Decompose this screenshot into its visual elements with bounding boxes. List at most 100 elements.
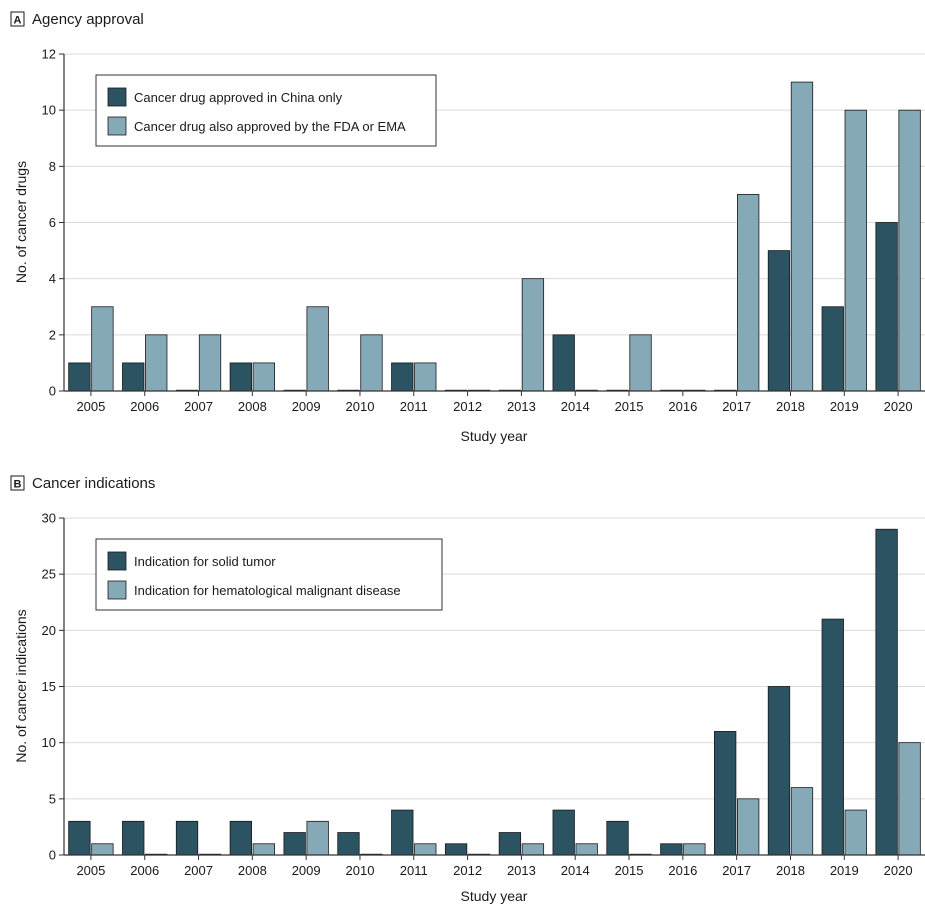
panel-b-bar-2011-series-1 bbox=[391, 809, 414, 856]
panel-a-x-tick-label-2019: 2019 bbox=[830, 399, 859, 414]
panel-b-legend: Indication for solid tumor Indication fo… bbox=[95, 538, 443, 611]
panel-a-y-tick-label: 6 bbox=[49, 215, 56, 230]
panel-b-x-axis-label: Study year bbox=[461, 888, 528, 904]
panel-b-bar-2009-series-2 bbox=[306, 820, 329, 856]
panel-a-y-tick-label: 0 bbox=[49, 384, 56, 399]
panel-a-x-tick-label-2015: 2015 bbox=[615, 399, 644, 414]
panel-b-bar-2017-series-2 bbox=[737, 798, 760, 856]
panel-b-bar-2005-series-1 bbox=[68, 820, 91, 856]
panel-a-x-tick-label-2017: 2017 bbox=[722, 399, 751, 414]
panel-b-letter-box bbox=[10, 475, 25, 491]
panel-b-x-tick-label-2020: 2020 bbox=[884, 863, 913, 878]
panel-b-plot-area: 0 5 10 15 20 25 30 2005 2006 2007 2008 2009 2010 2011… bbox=[42, 511, 925, 878]
panel-a-x-tick-label-2020: 2020 bbox=[884, 399, 913, 414]
panel-a-letter-box bbox=[10, 11, 25, 27]
panel-b-bar-2005-series-2 bbox=[91, 843, 114, 856]
panel-a-x-tick-label-2016: 2016 bbox=[668, 399, 697, 414]
panel-a-bar-2006-series-2 bbox=[145, 334, 168, 392]
panel-b-x-tick-label-2007: 2007 bbox=[184, 863, 213, 878]
panel-b-y-axis-label: No. of cancer indications bbox=[13, 609, 29, 762]
panel-a-bar-2009-series-2 bbox=[306, 306, 329, 392]
panel-a-y-tick-label: 8 bbox=[49, 159, 56, 174]
panel-b-bar-2019-series-1 bbox=[821, 618, 844, 856]
panel-a-y-axis-label: No. of cancer drugs bbox=[13, 161, 29, 283]
panel-b-bar-2007-series-1 bbox=[175, 820, 199, 856]
panel-a-bar-2019-series-2 bbox=[844, 109, 867, 392]
panel-b-x-tick-label-2014: 2014 bbox=[561, 863, 590, 878]
panel-b-title: Cancer indications bbox=[32, 475, 155, 492]
panel-a-x-tick-label-2008: 2008 bbox=[238, 399, 267, 414]
panel-b-bar-2018-series-1 bbox=[767, 686, 791, 856]
panel-b-x-tick-label-2005: 2005 bbox=[76, 863, 105, 878]
panel-b-bar-2019-series-2 bbox=[844, 809, 867, 856]
panel-b-bar-2008-series-1 bbox=[229, 820, 252, 856]
panel-b-bar-2010-series-1 bbox=[337, 832, 360, 856]
panel-a-x-tick-label-2007: 2007 bbox=[184, 399, 213, 414]
panel-a-legend-swatch-fda-ema bbox=[107, 116, 127, 136]
panel-b-x-tick-label-2013: 2013 bbox=[507, 863, 536, 878]
panel-b-bar-2006-series-1 bbox=[122, 820, 145, 856]
panel-b-bar-2020-series-1 bbox=[875, 528, 898, 856]
panel-a-bar-2010-series-2 bbox=[360, 334, 383, 392]
panel-b-x-tick-label-2019: 2019 bbox=[830, 863, 859, 878]
panel-a-bar-2008-series-2 bbox=[252, 362, 275, 392]
panel-b-bar-2015-series-1 bbox=[606, 820, 629, 856]
panel-a-bar-2005-series-2 bbox=[91, 306, 114, 392]
panel-b-bar-2014-series-2 bbox=[575, 843, 598, 856]
panel-b-bar-2016-series-2 bbox=[683, 843, 706, 856]
panel-b-x-tick-label-2012: 2012 bbox=[453, 863, 482, 878]
panel-b-bar-2020-series-2 bbox=[898, 742, 921, 856]
panel-a-x-axis-label: Study year bbox=[461, 428, 528, 444]
panel-a-bar-2013-series-2 bbox=[521, 278, 545, 392]
panel-a-title: Agency approval bbox=[32, 11, 144, 28]
panel-a-bar-2005-series-1 bbox=[68, 362, 91, 392]
panel-a-legend: Cancer drug approved in China only Cance… bbox=[95, 74, 437, 147]
panel-a-x-tick-label-2009: 2009 bbox=[292, 399, 321, 414]
panel-b-legend-frame bbox=[95, 538, 443, 611]
panel-a-bar-2018-series-2 bbox=[790, 81, 814, 392]
panel-a-x-tick-label-2018: 2018 bbox=[776, 399, 805, 414]
panel-a-x-tick-label-2012: 2012 bbox=[453, 399, 482, 414]
panel-a-bar-2020-series-1 bbox=[875, 222, 898, 392]
panel-a-x-tick-label-2006: 2006 bbox=[130, 399, 159, 414]
panel-a-legend-frame bbox=[95, 74, 437, 147]
panel-a-bar-2011-series-2 bbox=[414, 362, 437, 392]
panel-a-y-tick-label: 4 bbox=[49, 271, 56, 286]
panel-a-letter: A bbox=[14, 15, 22, 27]
panel-b-legend-label-solid-tumor: Indication for solid tumor bbox=[134, 554, 276, 569]
panel-b-bar-2014-series-1 bbox=[552, 809, 575, 856]
panel-b-y-tick-label: 30 bbox=[42, 511, 56, 526]
panel-b-x-tick-label-2011: 2011 bbox=[400, 863, 428, 878]
panel-a-y-tick-label: 12 bbox=[42, 47, 56, 62]
panel-a-bar-2017-series-2 bbox=[737, 194, 760, 392]
panel-a-legend-label-fda-ema: Cancer drug also approved by the FDA or … bbox=[134, 119, 406, 134]
panel-b-x-tick-label-2015: 2015 bbox=[615, 863, 644, 878]
panel-b-bar-2018-series-2 bbox=[790, 787, 814, 856]
panel-b-y-tick-label: 15 bbox=[42, 679, 56, 694]
panel-b-x-tick-label-2018: 2018 bbox=[776, 863, 805, 878]
panel-a-bar-2018-series-1 bbox=[767, 250, 791, 392]
panel-b-y-tick-label: 5 bbox=[49, 791, 56, 806]
panel-b-bar-2013-series-1 bbox=[498, 832, 522, 856]
panel-a-y-tick-label: 2 bbox=[49, 327, 56, 342]
panel-b-x-tick-label-2008: 2008 bbox=[238, 863, 267, 878]
panel-a-y-tick-label: 10 bbox=[42, 103, 56, 118]
panel-a-bar-2006-series-1 bbox=[122, 362, 145, 392]
panel-a-x-tick-label-2005: 2005 bbox=[76, 399, 105, 414]
panel-b-bar-2013-series-2 bbox=[521, 843, 545, 856]
panel-b-bar-2011-series-2 bbox=[414, 843, 437, 856]
panel-a-plot-area: 0 2 4 6 8 10 12 2005 2006 2007 2008 2009 2010 2011 201… bbox=[42, 47, 925, 414]
panel-a-x-tick-label-2011: 2011 bbox=[400, 399, 428, 414]
panel-a-bar-2020-series-2 bbox=[898, 109, 921, 392]
panel-b-legend-label-hematological: Indication for hematological malignant d… bbox=[134, 583, 401, 598]
panel-a-x-tick-label-2010: 2010 bbox=[346, 399, 375, 414]
panel-a-x-tick-label-2013: 2013 bbox=[507, 399, 536, 414]
panel-a-bar-2015-series-2 bbox=[629, 334, 652, 392]
panel-b-cancer-indications: B Cancer indications 0 5 10 15 20 25 30 2005 200… bbox=[10, 475, 925, 904]
panel-a-x-tick-label-2014: 2014 bbox=[561, 399, 590, 414]
panel-a-agency-approval: A Agency approval 0 2 4 6 8 10 12 2005 2006 2007 2… bbox=[10, 11, 925, 444]
panel-b-x-tick-label-2009: 2009 bbox=[292, 863, 321, 878]
panel-b-x-tick-label-2016: 2016 bbox=[668, 863, 697, 878]
panel-b-bar-2008-series-2 bbox=[252, 843, 275, 856]
